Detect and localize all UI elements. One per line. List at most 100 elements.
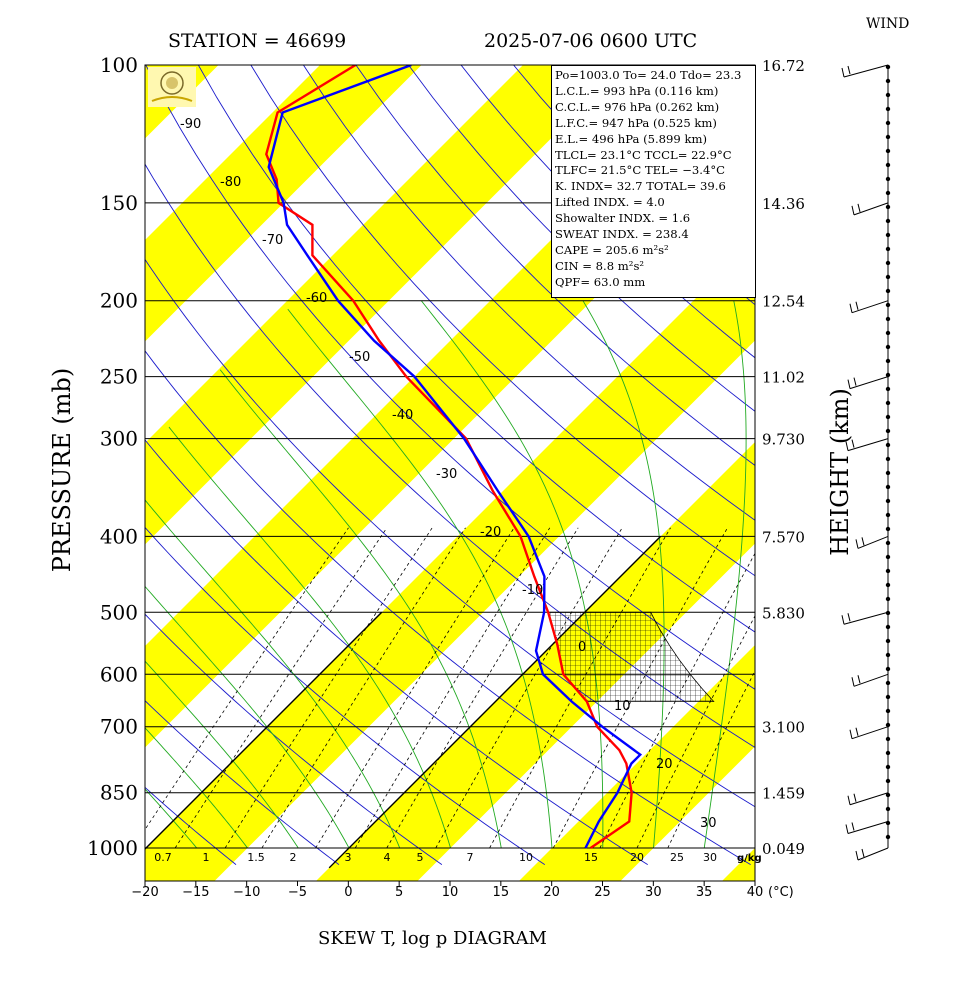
y-axis-label: PRESSURE (mb) [48,367,76,573]
dry-adiabat [145,700,340,865]
wind-level-dot [885,512,891,518]
pressure-tick-label: 100 [100,53,138,77]
wind-level-dot [885,400,891,406]
wind-barb-flag [857,675,861,684]
isotherm-band [925,65,960,881]
temp-tick-label: −10 [233,885,260,900]
wind-level-dot [885,456,891,462]
dry-adiabat [303,65,755,521]
logo [148,67,196,107]
pressure-tick-label: 200 [100,289,138,313]
mixing-ratio-label: 7 [467,851,474,864]
wind-level-dot [885,358,891,364]
isotherm-minus20 [145,611,383,850]
height-tick-label: 0.049 [762,840,805,858]
dry-adiabat [145,526,546,865]
wind-level-dot [885,582,891,588]
wind-level-dot [885,246,891,252]
wind-level-dot [885,792,891,798]
index-line: E.L.= 496 hPa (5.899 km) [555,131,708,146]
mixing-ratio-unit: g/kg [737,853,762,864]
moist-adiabat [145,727,248,849]
mixing-ratio-label: 20 [630,851,644,864]
temp-tick-label: 5 [395,885,403,900]
dry-adiabat [934,65,960,865]
moist-adiabat [145,788,198,849]
wind-level-dot [885,484,891,490]
wind-barb-flag [855,727,859,736]
dry-adiabat [145,65,755,690]
zero-isotherm [328,535,662,869]
temp-tick-label: 35 [696,885,713,900]
dry-adiabat [145,786,237,865]
height-tick-label: 12.54 [762,293,805,311]
isotherm-label: -50 [349,350,370,365]
wind-level-dot [885,106,891,112]
wind-level-dot [885,568,891,574]
height-tick-label: 1.459 [762,785,805,803]
isotherm-label: 10 [614,699,631,714]
isotherm-label: -10 [522,583,543,598]
temp-tick-label: 10 [442,885,459,900]
wind-barb [849,376,889,390]
height-tick-label: 9.730 [762,431,805,449]
wind-barb-flag [851,822,855,831]
mixing-ratio-line [174,527,388,849]
mixing-ratio-line [145,527,349,831]
wind-barb-flag [847,65,851,75]
isotherm-label: -20 [480,525,501,540]
wind-level-dot [885,78,891,84]
wind-barb-flag [855,539,859,549]
wind-barb-flag [861,848,865,858]
isotherm-label: -80 [220,175,241,190]
wind-barb-flag [841,615,845,625]
isotherm-label: 20 [656,757,673,772]
wind-barb-flag [849,303,853,313]
dry-adiabat [776,65,960,865]
wind-level-dot [885,806,891,812]
wind-barb-flag [845,441,849,451]
wind-level-dot [885,442,891,448]
dry-adiabat [145,439,648,865]
isotherm-label: -70 [262,233,283,248]
wind-level-dot [885,610,891,616]
wind-level-dot [885,260,891,266]
wind-barb-flag [855,850,859,861]
mixing-ratio-label: 3 [345,851,352,864]
temp-tick-label: −15 [182,885,209,900]
temp-unit: (°C) [768,885,794,900]
wind-level-dot [885,232,891,238]
height-tick-label: 16.72 [762,57,805,75]
isotherm-label: 0 [578,640,586,655]
mixing-ratio-label: 4 [384,851,391,864]
height-tick-label: 3.100 [762,719,805,737]
mixing-ratio-label: 5 [417,851,424,864]
mixing-ratio-line [386,527,579,849]
dry-adiabat [250,65,755,577]
wind-barb [853,673,889,687]
temp-tick-label: 25 [594,885,611,900]
isotherm-label: -60 [306,291,327,306]
mixing-ratio-label: 15 [584,851,598,864]
wind-level-dot [885,134,891,140]
wind-level-dot [885,92,891,98]
isotherm-label: -90 [180,117,201,132]
wind-level-dot [885,638,891,644]
dewpoint-line [267,65,643,849]
header-station: STATION = 46699 [168,30,347,52]
index-line: L.F.C.= 947 hPa (0.525 km) [555,115,717,130]
wind-level-dot [885,470,891,476]
wind-barb-flag [851,205,855,215]
indices-box: Po=1003.0 To= 24.0 Tdo= 23.3 L.C.L.= 993… [551,65,756,298]
isotherm-band [722,848,755,881]
temp-tick-label: 20 [543,885,560,900]
isotherm-label: 30 [700,816,717,831]
temp-tick-label: 15 [493,885,510,900]
index-line: CIN = 8.8 m²s² [555,258,645,273]
wind-level-dot [885,540,891,546]
index-line: TLCL= 23.1°C TCCL= 22.9°C [555,147,732,162]
temp-tick-label: −5 [288,885,307,900]
moist-adiabat [145,660,299,849]
wind-level-dot [885,554,891,560]
wind-level-dot [885,526,891,532]
